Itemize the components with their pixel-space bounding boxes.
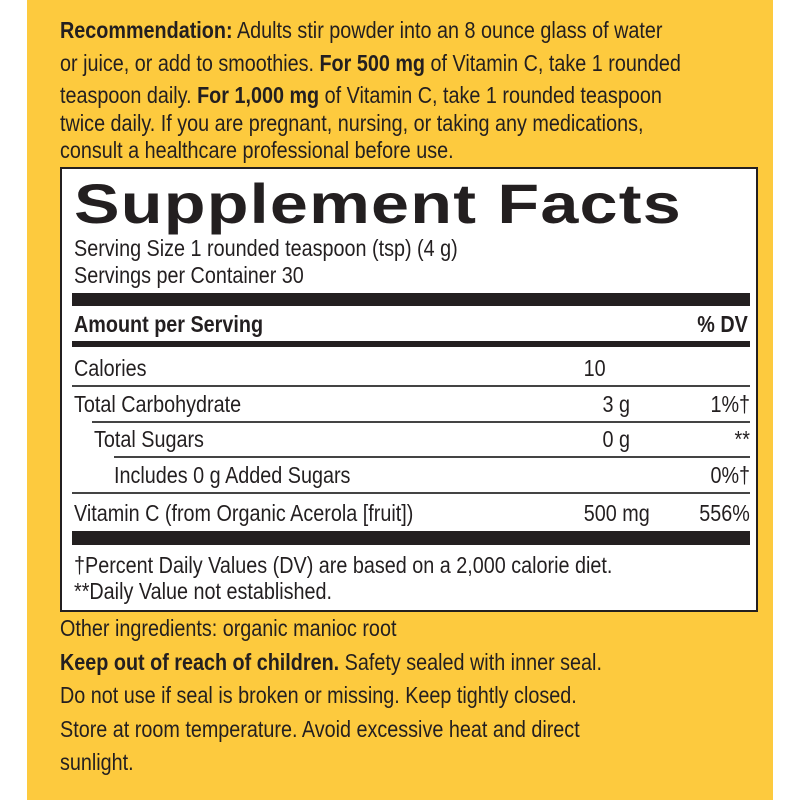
recommendation-line: or juice, or add to smoothies. For 500 m… xyxy=(60,50,681,76)
serving-size: Serving Size 1 rounded teaspoon (tsp) (4… xyxy=(74,235,458,261)
facts-title: Supplement Facts xyxy=(74,172,682,235)
row-amount: 10 xyxy=(583,355,606,381)
other-ingredients: Other ingredients: organic manioc root xyxy=(60,615,397,641)
supplement-facts-panel: Supplement Facts Serving Size 1 rounded … xyxy=(60,167,758,612)
warning-line: sunlight. xyxy=(60,749,134,775)
row-name: Total Carbohydrate xyxy=(74,391,242,417)
row-dv: 1%† xyxy=(710,391,750,417)
servings-per-container: Servings per Container 30 xyxy=(74,262,304,288)
warning-line: Store at room temperature. Avoid excessi… xyxy=(60,716,580,742)
row-amount: 0 g xyxy=(602,426,630,452)
row-amount: 3 g xyxy=(602,391,630,417)
row-name: Calories xyxy=(74,355,147,381)
warning-line: Do not use if seal is broken or missing.… xyxy=(60,682,577,708)
row-dv: 0%† xyxy=(710,462,750,488)
row-amount: 500 mg xyxy=(584,500,650,526)
thick-divider xyxy=(72,293,750,306)
row-name: Total Sugars xyxy=(94,426,204,452)
recommendation-line: twice daily. If you are pregnant, nursin… xyxy=(60,110,644,136)
divider xyxy=(72,492,750,494)
divider xyxy=(72,385,750,387)
row-dv: 556% xyxy=(699,500,750,526)
row-name: Vitamin C (from Organic Acerola [fruit]) xyxy=(74,500,414,526)
thick-divider xyxy=(72,531,750,545)
divider xyxy=(114,456,750,458)
footnote-not-established: **Daily Value not established. xyxy=(74,578,333,604)
footnote-dv: †Percent Daily Values (DV) are based on … xyxy=(74,552,613,578)
recommendation-line: teaspoon daily. For 1,000 mg of Vitamin … xyxy=(60,82,662,108)
row-name: Includes 0 g Added Sugars xyxy=(114,462,351,488)
recommendation-line: Recommendation: Adults stir powder into … xyxy=(60,17,663,43)
recommendation-line: consult a healthcare professional before… xyxy=(60,137,454,163)
row-dv: ** xyxy=(734,426,750,452)
header-dv: % DV xyxy=(697,311,748,337)
header-amount: Amount per Serving xyxy=(74,311,264,337)
warning-line: Keep out of reach of children. Safety se… xyxy=(60,649,602,675)
medium-divider xyxy=(72,341,750,347)
divider xyxy=(92,421,750,423)
